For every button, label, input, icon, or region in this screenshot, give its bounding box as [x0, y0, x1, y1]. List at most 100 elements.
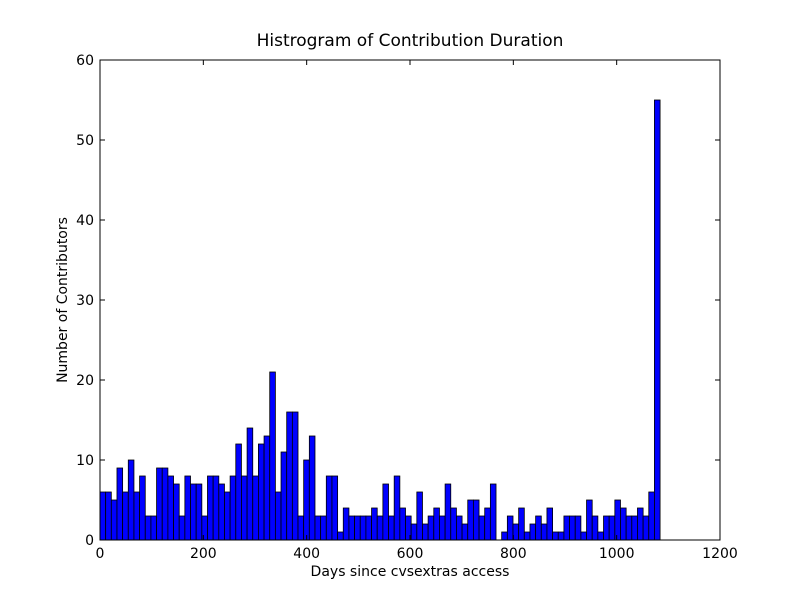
x-tick-label: 400	[293, 546, 320, 562]
histogram-bar	[263, 435, 271, 541]
chart-title: Histrogram of Contribution Duration	[257, 31, 564, 51]
histogram-bar	[620, 507, 627, 541]
histogram-bar	[308, 435, 316, 541]
histogram-bar	[557, 531, 565, 541]
histogram-bar	[348, 515, 355, 541]
histogram-bar	[365, 515, 372, 541]
x-tick-label: 800	[500, 546, 527, 562]
histogram-bar	[229, 475, 237, 541]
x-axis-ticks: 0 200 400 600 800 1000 1200	[96, 60, 738, 562]
histogram-bar	[637, 507, 644, 541]
histogram-bar	[99, 491, 107, 541]
histogram-bar	[133, 491, 141, 541]
histogram-bar	[382, 483, 389, 541]
histogram-bar	[433, 507, 440, 541]
histogram-bar	[207, 475, 214, 541]
histogram-bar	[648, 491, 655, 541]
histogram-bar	[286, 411, 293, 541]
y-tick-label: 60	[76, 53, 94, 69]
histogram-bar	[218, 483, 225, 541]
x-tick-label: 1200	[702, 546, 738, 562]
x-tick-label: 600	[397, 546, 424, 562]
x-axis-label: Days since cvsextras access	[311, 564, 510, 580]
histogram-bar	[325, 475, 333, 541]
histogram-bar	[552, 531, 559, 541]
histogram-bar	[546, 507, 554, 541]
histogram-bar	[642, 515, 650, 541]
histogram-bar	[416, 491, 423, 541]
histogram-bar	[105, 491, 112, 541]
histogram-bar	[342, 507, 350, 541]
histogram-bar	[110, 499, 118, 541]
histogram-bar	[506, 515, 514, 541]
y-axis-ticks: 0 10 20 30 40 50 60	[76, 53, 720, 549]
histogram-bar	[144, 515, 152, 541]
histogram-bar	[450, 507, 457, 541]
histogram-bar	[167, 475, 174, 541]
histogram-bar	[388, 515, 395, 541]
histogram-bar	[410, 523, 418, 541]
histogram-bar	[586, 499, 593, 541]
histogram-bar	[461, 523, 469, 541]
histogram-bar	[501, 531, 508, 541]
histogram-bar	[212, 475, 220, 541]
y-tick-label: 30	[76, 293, 94, 309]
x-tick-label: 1000	[599, 546, 635, 562]
histogram-bar	[235, 443, 242, 541]
histogram-bar	[512, 523, 520, 541]
histogram-bar	[393, 475, 401, 541]
histogram-bar	[116, 467, 124, 541]
histogram-bar	[190, 483, 197, 541]
y-tick-label: 0	[85, 533, 94, 549]
y-tick-label: 20	[76, 373, 94, 389]
histogram-bar	[569, 515, 576, 541]
histogram-bar	[563, 515, 570, 541]
histogram-bar	[139, 475, 146, 541]
y-tick-label: 50	[76, 133, 94, 149]
histogram-bar	[467, 499, 474, 541]
histogram-bar	[274, 491, 282, 541]
histogram-bar	[439, 515, 446, 541]
histogram-bar	[297, 515, 305, 541]
histogram-bar	[156, 467, 163, 541]
histogram-bar	[320, 515, 327, 541]
x-tick-label: 0	[96, 546, 105, 562]
histogram-bar	[472, 499, 480, 541]
histogram-bar	[173, 483, 180, 541]
histogram-bar	[540, 523, 548, 541]
histogram-bar	[337, 531, 344, 541]
histogram-bar	[246, 427, 254, 541]
histogram-bar	[241, 475, 248, 541]
histogram-bar	[122, 491, 129, 541]
histogram-bar	[399, 507, 406, 541]
histogram-bar	[291, 411, 299, 541]
histogram-bar	[580, 531, 587, 541]
histogram-bar	[518, 507, 525, 541]
histogram-bar	[535, 515, 542, 541]
histogram-bar	[354, 515, 361, 541]
histogram-bar	[478, 515, 486, 541]
histogram-bar	[489, 483, 497, 541]
histogram-bar	[161, 467, 169, 541]
histogram-bar	[654, 99, 661, 541]
histogram-bar	[201, 515, 208, 541]
histogram-bar	[150, 515, 157, 541]
histogram-bar	[631, 515, 638, 541]
histogram-bar	[484, 507, 491, 541]
histogram-bar	[591, 515, 599, 541]
histogram-bar	[444, 483, 452, 541]
histogram-bar	[224, 491, 231, 541]
histogram-bar	[371, 507, 378, 541]
y-tick-label: 40	[76, 213, 94, 229]
histogram-bar	[614, 499, 621, 541]
histogram-bar	[608, 515, 616, 541]
histogram-bar	[456, 515, 463, 541]
histogram-bar	[574, 515, 582, 541]
histogram-bar	[597, 531, 604, 541]
histogram-bar	[625, 515, 633, 541]
histogram-bar	[127, 459, 135, 541]
histogram-bar	[184, 475, 191, 541]
histogram-bar	[427, 515, 435, 541]
histogram-bar	[523, 531, 531, 541]
